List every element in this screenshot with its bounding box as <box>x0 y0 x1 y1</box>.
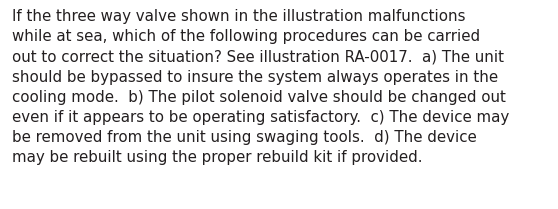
Text: If the three way valve shown in the illustration malfunctions
while at sea, whic: If the three way valve shown in the illu… <box>12 9 509 165</box>
